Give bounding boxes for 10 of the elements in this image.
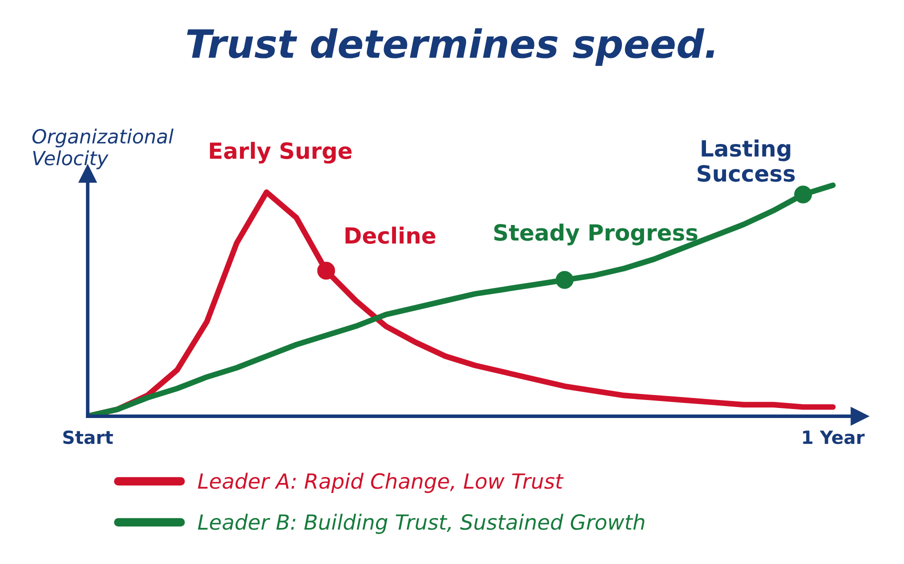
x-tick-label: Start bbox=[63, 430, 113, 444]
legend-label: Leader B: Building Trust, Sustained Growth bbox=[198, 514, 644, 534]
annotation: Decline bbox=[346, 226, 436, 244]
text: Early Surge bbox=[210, 142, 352, 164]
x-tick-label: 1 Year bbox=[803, 430, 865, 444]
annotation: Steady Progress bbox=[494, 224, 698, 246]
text: Lasting Success bbox=[698, 140, 795, 182]
chart-title: Trust determines speed. bbox=[187, 28, 714, 66]
legend-label: Leader A: Rapid Change, Low Trust bbox=[198, 472, 564, 493]
y-axis-title: Organizational Velocity bbox=[32, 128, 174, 170]
